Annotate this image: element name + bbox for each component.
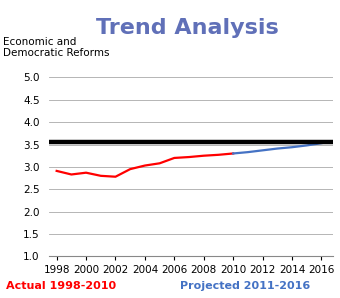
- Text: Actual 1998-2010: Actual 1998-2010: [6, 280, 116, 291]
- Text: Democratic Reforms: Democratic Reforms: [3, 48, 110, 58]
- Text: Trend Analysis: Trend Analysis: [96, 18, 278, 38]
- Text: Economic and: Economic and: [3, 37, 77, 47]
- Text: Projected 2011-2016: Projected 2011-2016: [180, 280, 310, 291]
